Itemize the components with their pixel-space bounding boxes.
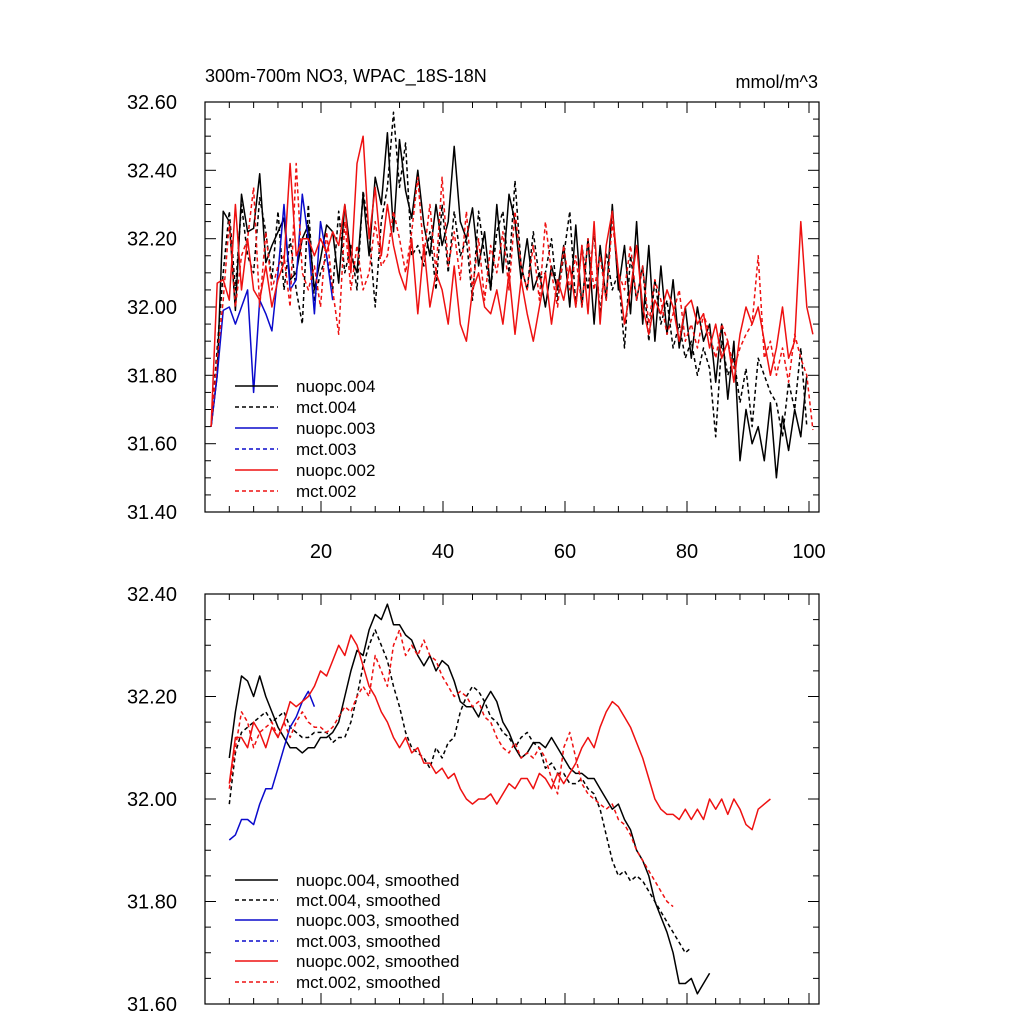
y-tick-label: 32.00 <box>127 789 177 811</box>
legend-label: mct.002, smoothed <box>296 973 441 992</box>
legend-label: nuopc.002, smoothed <box>296 952 460 971</box>
y-tick-labels: 32.60 32.40 32.20 32.00 31.80 31.60 31.4… <box>127 92 177 524</box>
legend: nuopc.004 mct.004 nuopc.003 mct.003 nuop… <box>235 377 375 501</box>
legend-label: nuopc.003 <box>296 419 375 438</box>
legend-label: mct.004, smoothed <box>296 891 441 910</box>
y-axis-ticks <box>205 593 819 1005</box>
x-axis-ticks <box>320 102 810 512</box>
legend-label: nuopc.004 <box>296 377 375 396</box>
series-line-mct-002-smoothed <box>228 629 674 908</box>
legend-label: nuopc.004, smoothed <box>296 871 460 890</box>
chart-title: 300m-700m NO3, WPAC_18S-18N <box>205 66 487 87</box>
y-tick-label: 32.20 <box>127 687 177 709</box>
series-line-nuopc-004-smoothed <box>228 603 711 995</box>
y-axis-ticks <box>205 101 819 513</box>
minor-ticks <box>205 102 819 512</box>
series-line-mct-004-smoothed <box>228 629 692 954</box>
x-tick-label: 40 <box>432 541 454 563</box>
series-line-nuopc-003-smoothed <box>228 690 316 841</box>
y-tick-label: 31.40 <box>127 502 177 524</box>
chart-units: mmol/m^3 <box>736 72 818 92</box>
x-tick-label: 60 <box>554 541 576 563</box>
legend-label: nuopc.003, smoothed <box>296 911 460 930</box>
panel-smoothed: 32.40 32.20 32.00 31.80 31.60 nuopc.004,… <box>127 584 820 1016</box>
y-tick-label: 31.60 <box>127 434 177 456</box>
y-tick-label: 32.20 <box>127 229 177 251</box>
x-tick-label: 80 <box>676 541 698 563</box>
legend-label: mct.003 <box>296 440 356 459</box>
series-line-mct-002 <box>210 162 814 431</box>
y-tick-label: 32.40 <box>127 160 177 182</box>
y-tick-label: 32.60 <box>127 92 177 114</box>
series-line-nuopc-002-smoothed <box>228 634 771 831</box>
y-tick-label: 31.60 <box>127 994 177 1016</box>
series-line-nuopc-003 <box>210 193 334 427</box>
series-lines <box>210 111 814 479</box>
panel-raw: 300m-700m NO3, WPAC_18S-18N mmol/m^3 <box>127 66 826 563</box>
series-line-nuopc-002 <box>210 135 814 427</box>
y-tick-label: 32.40 <box>127 584 177 606</box>
x-tick-label: 100 <box>792 541 825 563</box>
x-tick-labels: 20 40 60 80 100 <box>310 541 826 563</box>
series-lines <box>228 603 771 995</box>
x-tick-label: 20 <box>310 541 332 563</box>
legend: nuopc.004, smoothed mct.004, smoothed nu… <box>235 871 460 992</box>
y-tick-label: 32.00 <box>127 297 177 319</box>
y-tick-labels: 32.40 32.20 32.00 31.80 31.60 <box>127 584 177 1016</box>
x-axis-ticks <box>320 594 810 1004</box>
legend-label: nuopc.002 <box>296 461 375 480</box>
legend-label: mct.002 <box>296 482 356 501</box>
legend-label: mct.003, smoothed <box>296 932 441 951</box>
legend-label: mct.004 <box>296 398 356 417</box>
series-line-nuopc-004 <box>210 132 808 479</box>
y-tick-label: 31.80 <box>127 365 177 387</box>
minor-ticks <box>205 594 819 1004</box>
series-line-mct-004 <box>210 111 808 438</box>
y-tick-label: 31.80 <box>127 892 177 914</box>
